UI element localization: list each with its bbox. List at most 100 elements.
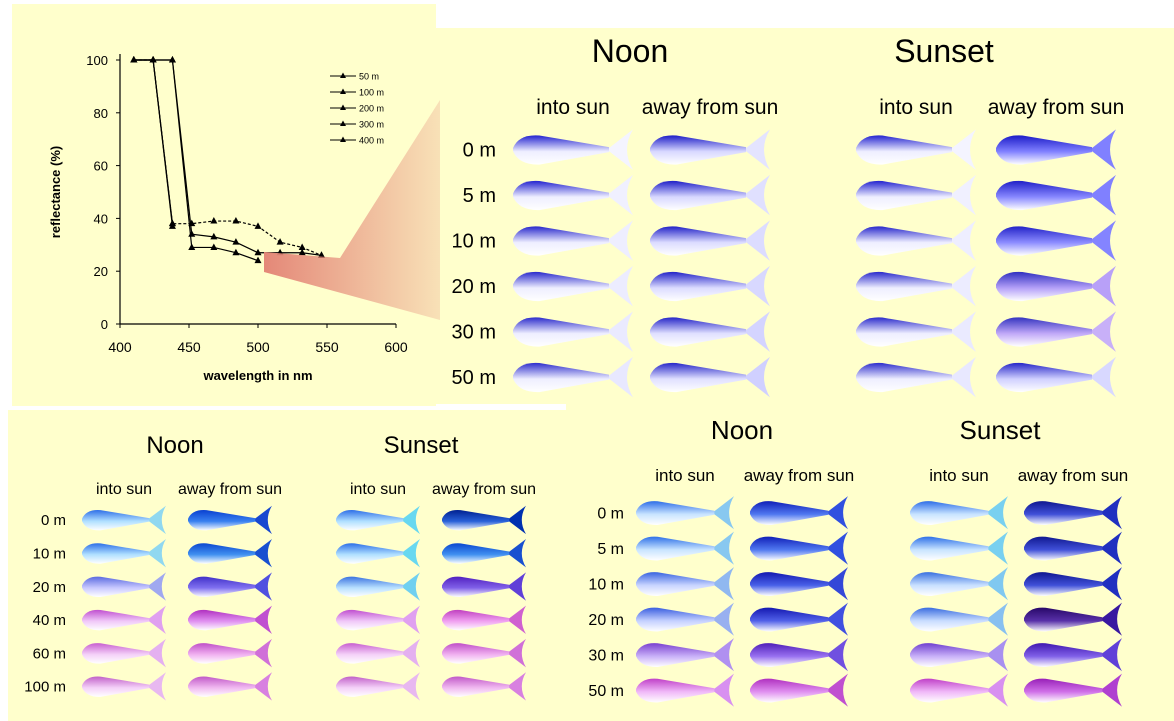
fish-tail — [712, 602, 734, 636]
fish-body — [636, 572, 715, 596]
fish — [636, 531, 734, 565]
fish — [636, 567, 734, 601]
fish-tail — [401, 572, 420, 601]
fish-tail — [986, 673, 1008, 707]
fish-body — [336, 509, 404, 531]
fish-body — [82, 509, 150, 531]
legend-marker — [340, 120, 346, 126]
data-point — [232, 217, 240, 224]
panel-title-noon: Noon — [146, 432, 203, 459]
fish-body — [1024, 536, 1103, 561]
fish-tail — [147, 605, 166, 635]
fish — [1024, 531, 1122, 565]
fish-body — [82, 609, 150, 631]
fish — [650, 356, 770, 398]
fish-body — [513, 135, 609, 165]
fish-grid-bottom-left: Noon Sunset into sun away from sun into sun a… — [24, 432, 536, 701]
fish — [910, 673, 1008, 707]
fish-tail — [986, 602, 1008, 636]
series-line — [133, 59, 322, 256]
fish — [442, 672, 526, 701]
fish — [996, 129, 1116, 170]
fish — [1024, 638, 1122, 672]
fish — [750, 567, 848, 601]
data-point — [276, 238, 284, 245]
fish — [513, 265, 633, 307]
fish-body — [636, 501, 715, 525]
fish-grid-top: Noon Sunset into sun away from sun into sun a… — [452, 33, 1125, 398]
fish-body — [910, 643, 989, 667]
data-point — [276, 248, 284, 256]
fish-tail — [147, 539, 166, 568]
fish-body — [1024, 572, 1103, 596]
column-header: away from sun — [744, 466, 855, 485]
fish-tail — [712, 496, 734, 530]
fish — [636, 673, 734, 707]
fish-tail — [401, 539, 420, 568]
fish — [996, 265, 1116, 307]
fish-tail — [744, 265, 770, 307]
fish-tail — [1100, 602, 1122, 636]
fish — [442, 505, 526, 535]
fish-tail — [826, 531, 848, 565]
fish-body — [856, 362, 952, 393]
data-point — [232, 248, 240, 256]
fish — [750, 638, 848, 672]
column-header: into sun — [350, 481, 406, 498]
fish — [82, 638, 166, 668]
fish-body — [1024, 678, 1103, 703]
fish-body — [188, 509, 256, 531]
x-axis-label: wavelength in nm — [202, 368, 312, 383]
fish-tail — [712, 531, 734, 565]
depth-label: 10 m — [33, 545, 66, 562]
fish-tail — [607, 174, 633, 216]
fish — [996, 220, 1116, 261]
fish-body — [750, 607, 829, 632]
fish — [336, 505, 420, 535]
fish — [188, 638, 272, 668]
fish-body — [910, 678, 989, 703]
column-header: away from sun — [988, 96, 1125, 119]
fish-tail — [253, 572, 272, 601]
fish-body — [1024, 501, 1103, 525]
fish — [910, 496, 1008, 530]
x-tick-label: 450 — [177, 339, 201, 355]
fish-body — [442, 643, 510, 664]
depth-label: 5 m — [597, 541, 624, 558]
fish-body — [636, 607, 715, 632]
fish-body — [910, 607, 989, 632]
y-tick-label: 80 — [94, 106, 108, 121]
depth-label: 30 m — [452, 322, 496, 344]
depth-label: 0 m — [597, 505, 624, 522]
fish — [910, 638, 1008, 672]
fish — [336, 572, 420, 601]
column-header: away from sun — [1018, 466, 1129, 485]
fish-tail — [1090, 311, 1116, 352]
fish — [650, 311, 770, 352]
legend-marker — [340, 136, 346, 142]
fish-tail — [507, 572, 526, 601]
data-point — [168, 219, 176, 227]
fish-tail — [607, 129, 633, 170]
fish-tail — [826, 673, 848, 707]
fish-body — [650, 226, 746, 256]
fish-body — [650, 271, 746, 302]
column-header: away from sun — [432, 481, 536, 498]
reflectance-chart: 0 20 40 60 80 100 400 450 500 550 600 wavelength in… — [48, 53, 408, 383]
fish-body — [650, 180, 746, 211]
fish-body — [910, 536, 989, 561]
data-point — [254, 256, 262, 264]
depth-label: 20 m — [452, 276, 496, 298]
fish-body — [910, 572, 989, 596]
fish-body — [513, 180, 609, 211]
fish-body — [513, 362, 609, 393]
panel-title-noon: Noon — [592, 33, 669, 69]
fish — [910, 567, 1008, 601]
fish-body — [856, 226, 952, 256]
x-tick-label: 500 — [246, 339, 270, 355]
fish-body — [442, 676, 510, 697]
fish — [82, 572, 166, 601]
depth-label: 20 m — [588, 612, 624, 629]
fish-tail — [507, 605, 526, 635]
fish-tail — [950, 311, 976, 352]
